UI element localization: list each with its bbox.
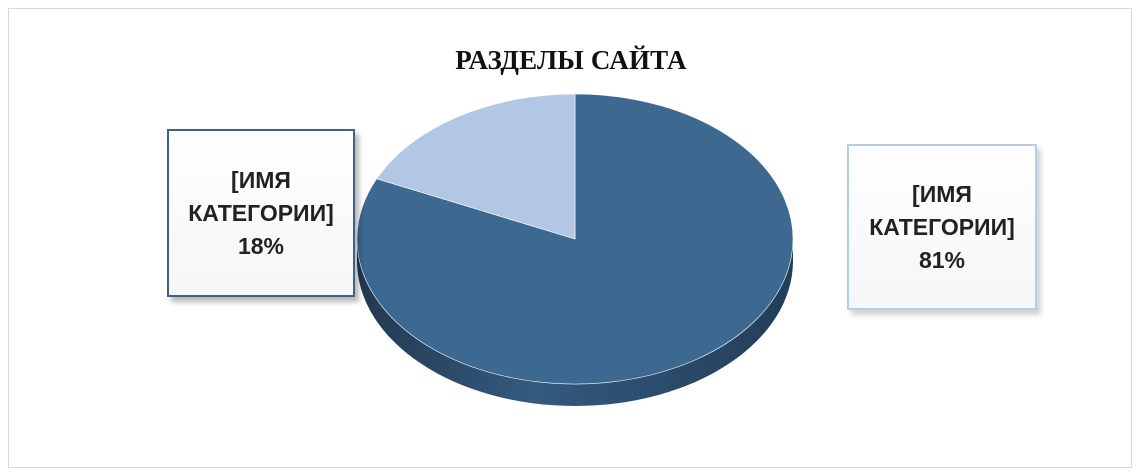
slice-2-percent-label: 18% [237,232,285,259]
chart-title: РАЗДЕЛЫ САЙТА [455,45,687,75]
pie-chart [356,93,794,406]
slice-2-category-label: [ИМЯ КАТЕГОРИИ] [188,166,334,226]
chart-area: РАЗДЕЛЫ САЙТА [ИМЯ КАТЕГОРИИ] 18% [ИМЯ К… [8,8,1132,468]
slice-1-percent-label: 81% [918,246,966,273]
data-label-slice-1: [ИМЯ КАТЕГОРИИ] 81% [847,144,1037,310]
data-label-slice-2: [ИМЯ КАТЕГОРИИ] 18% [167,129,355,297]
slice-1-category-label: [ИМЯ КАТЕГОРИИ] [869,180,1015,240]
pie-slice-2 [376,93,576,240]
